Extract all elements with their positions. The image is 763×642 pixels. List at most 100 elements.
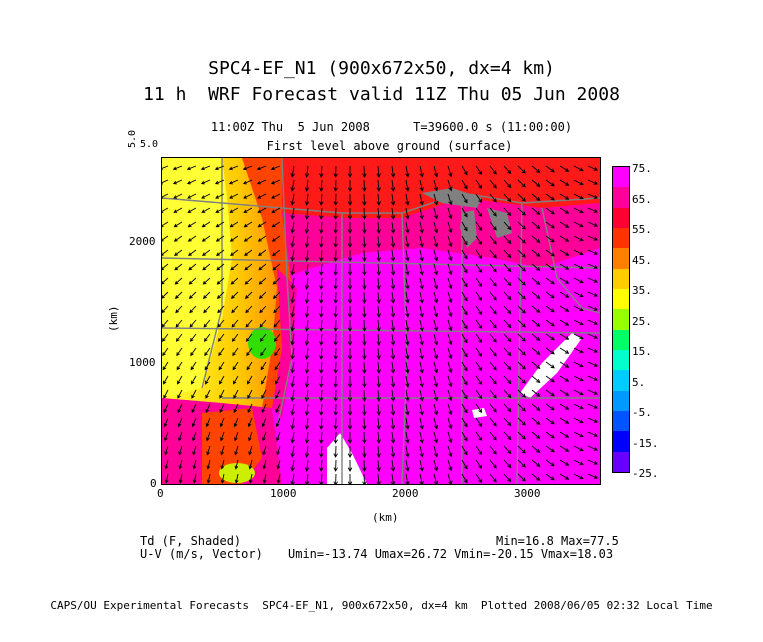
wind-arrow — [559, 431, 570, 438]
wind-arrow — [559, 165, 570, 172]
wind-arrow — [489, 221, 497, 231]
wind-arrow — [362, 291, 367, 304]
wind-arrow — [275, 389, 281, 399]
level-line: First level above ground (surface) — [266, 139, 513, 153]
wind-arrow — [390, 445, 396, 458]
wind-arrow — [260, 347, 267, 357]
wind-arrow — [362, 249, 367, 262]
wind-arrow — [545, 431, 555, 439]
wind-arrow — [290, 179, 295, 192]
wind-arrow — [447, 319, 453, 332]
wind-arrow — [261, 389, 267, 399]
wind-arrow — [461, 319, 468, 330]
wind-arrow — [489, 277, 497, 287]
y-tick: 1000 — [129, 356, 156, 369]
wind-arrow — [461, 389, 468, 400]
wind-arrow — [419, 459, 424, 472]
wind-arrow — [215, 221, 225, 228]
wind-arrow — [362, 305, 367, 318]
wind-arrow — [164, 431, 169, 442]
wind-arrow — [587, 179, 599, 185]
wind-arrow — [447, 473, 453, 484]
wind-arrow — [447, 417, 453, 430]
wind-arrow — [475, 431, 483, 442]
color-bar-label: -25. — [632, 467, 659, 480]
wind-arrow — [559, 291, 570, 298]
wind-arrow — [362, 389, 367, 402]
wind-arrow — [503, 179, 512, 189]
wind-arrow — [304, 291, 310, 304]
wind-arrow — [261, 403, 267, 414]
wind-vector-field — [162, 165, 599, 484]
wind-arrow — [559, 263, 570, 270]
wind-arrow — [390, 249, 396, 262]
wind-arrow — [290, 165, 295, 178]
wind-arrow — [405, 277, 410, 290]
wind-arrow — [475, 249, 483, 260]
wind-arrow — [203, 333, 211, 342]
wind-arrow — [233, 403, 239, 414]
wind-arrow — [419, 417, 424, 430]
wind-arrow — [475, 235, 483, 246]
lake-huron-water — [487, 208, 512, 238]
vector-reference-vertical: 5.0 — [127, 129, 138, 148]
wind-arrow — [587, 207, 599, 213]
color-bar-label: 5. — [632, 375, 646, 389]
wind-arrow — [587, 473, 599, 479]
wind-arrow — [545, 347, 555, 355]
wind-arrow — [162, 361, 169, 371]
wind-arrow — [333, 389, 338, 402]
wind-arrow — [243, 193, 253, 199]
wind-arrow — [333, 235, 338, 248]
vector-field-range: Umin=-13.74 Umax=26.72 Vmin=-20.15 Vmax=… — [288, 547, 614, 561]
wind-arrow — [261, 417, 267, 428]
wind-arrow — [545, 277, 555, 285]
wind-arrow — [587, 431, 599, 437]
wind-arrow — [405, 473, 410, 484]
wind-arrow — [503, 459, 512, 469]
wind-arrow — [489, 417, 497, 427]
wind-arrow — [205, 375, 211, 385]
wind-arrow — [461, 207, 468, 218]
wind-arrow — [376, 235, 381, 248]
wind-arrow — [188, 277, 197, 285]
wind-arrow — [258, 263, 267, 271]
color-bar-swatch — [613, 268, 629, 289]
wind-arrow — [390, 221, 396, 234]
wind-arrow — [233, 417, 239, 428]
wind-arrow — [188, 263, 197, 271]
wind-arrow — [319, 249, 324, 262]
wind-arrow — [271, 207, 281, 213]
wind-arrow — [376, 417, 381, 430]
wind-arrow — [475, 333, 483, 344]
wind-arrow — [272, 277, 281, 285]
wind-arrow — [419, 179, 424, 192]
wind-arrow — [461, 403, 468, 414]
wind-arrow — [489, 263, 497, 273]
wind-arrow — [258, 249, 267, 256]
wind-arrow — [405, 417, 410, 430]
wind-arrow — [276, 473, 281, 484]
wind-arrow — [573, 431, 584, 438]
wind-arrow — [347, 347, 353, 360]
wind-arrow — [405, 235, 410, 248]
wind-arrow — [244, 291, 253, 299]
wind-arrow — [270, 179, 281, 185]
wind-arrow — [517, 249, 526, 258]
wind-arrow — [347, 403, 353, 416]
wind-arrow — [376, 431, 381, 444]
wind-arrow — [531, 389, 541, 397]
wind-arrow — [390, 263, 396, 276]
wind-arrow — [362, 319, 367, 332]
wind-arrow — [290, 347, 295, 360]
wind-arrow — [259, 319, 267, 328]
wind-arrow — [173, 221, 183, 228]
wind-arrow — [489, 193, 497, 203]
wind-arrow — [545, 473, 555, 481]
wind-arrow — [272, 249, 281, 256]
wind-arrow — [333, 431, 338, 444]
wind-arrow — [461, 375, 468, 386]
wind-arrow — [191, 403, 197, 414]
wind-arrow — [229, 207, 239, 213]
wind-arrow — [319, 165, 324, 178]
